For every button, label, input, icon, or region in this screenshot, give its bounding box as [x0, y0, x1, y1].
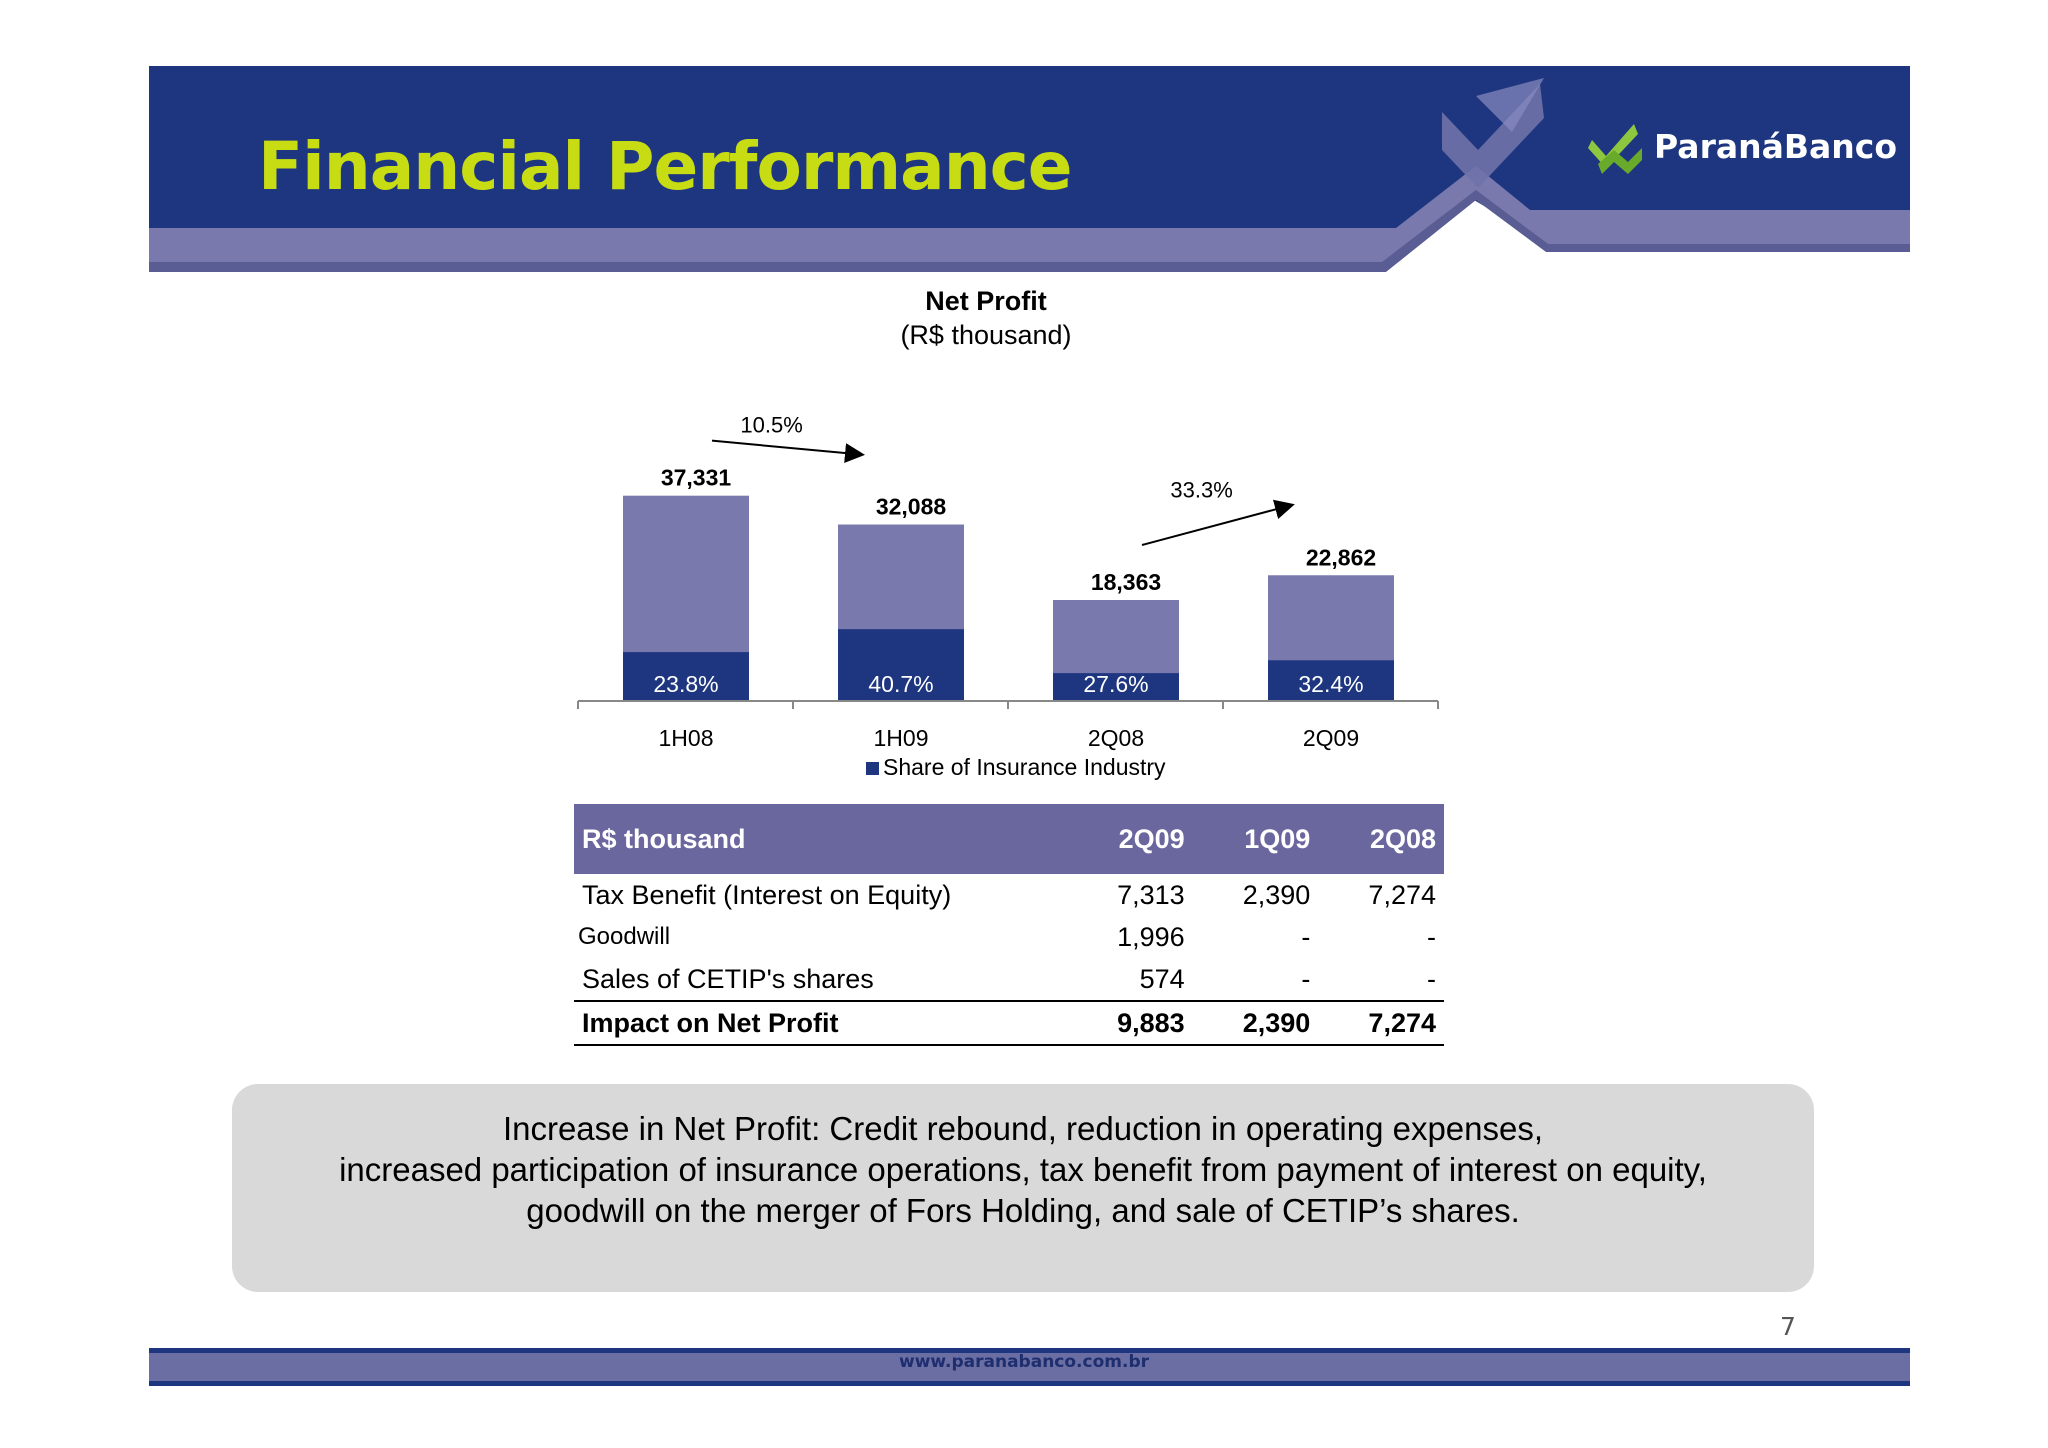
table-row: Goodwill 1,996 - - [574, 916, 1444, 958]
slide-header: Financial Performance ParanáBanco [0, 0, 2048, 290]
summary-line: increased participation of insurance ope… [339, 1151, 1707, 1188]
table-row: Sales of CETIP's shares 574 - - [574, 958, 1444, 1001]
table-cell: 7,313 [1117, 879, 1185, 910]
net-profit-chart: Net Profit (R$ thousand) 23.8% 37,331 1H08… [577, 284, 1439, 781]
table-cell: 2,390 [1242, 879, 1311, 910]
x-axis-tick-label: 1H08 [659, 725, 714, 751]
slide-title: Financial Performance [258, 128, 1073, 205]
insurance-share-label: 32.4% [1298, 671, 1363, 697]
table-row-label: Sales of CETIP's shares [582, 963, 874, 994]
net-profit-value-label: 32,088 [876, 494, 947, 520]
x-axis-tick-label: 2Q09 [1303, 725, 1359, 751]
growth-arrow [711, 439, 865, 463]
table-header-col: 2Q08 [1318, 804, 1444, 874]
table-cell: 1,996 [1117, 921, 1185, 952]
net-profit-value-label: 18,363 [1091, 569, 1161, 595]
insurance-share-bar [623, 652, 749, 701]
x-axis-tick-label: 2Q08 [1088, 725, 1144, 751]
table-cell: - [1301, 921, 1311, 952]
table-row-label: Goodwill [578, 923, 671, 950]
table-row: Tax Benefit (Interest on Equity) 7,313 2… [574, 874, 1444, 916]
table-total-cell: 2,390 [1192, 1000, 1319, 1046]
table-cell: - [1427, 963, 1436, 994]
brand-name: ParanáBanco [1654, 127, 1898, 166]
footer-bar [149, 1348, 1910, 1386]
summary-box: Increase in Net Profit: Credit rebound, … [232, 1084, 1814, 1292]
chart-subtitle: (R$ thousand) [900, 320, 1072, 350]
table-header-row: R$ thousand 2Q09 1Q09 2Q08 [574, 804, 1444, 874]
x-axis-tick-label: 1H09 [874, 725, 929, 751]
summary-line: Increase in Net Profit: Credit rebound, … [502, 1110, 1544, 1147]
chart-title: Net Profit [925, 286, 1047, 316]
chart-plot: 23.8% 37,331 1H08 40.7% 32,088 1H09 27.6% 18,36… [577, 413, 1439, 751]
table-total-label: Impact on Net Profit [574, 1000, 1058, 1046]
legend-swatch-icon [866, 762, 879, 775]
table-row-label: Tax Benefit (Interest on Equity) [582, 879, 952, 910]
insurance-share-label: 27.6% [1083, 671, 1148, 697]
insurance-share-bar [1053, 673, 1179, 701]
parana-banco-logo-icon [1588, 124, 1642, 174]
page-number: 7 [1780, 1312, 1796, 1341]
legend-label: Share of Insurance Industry [883, 754, 1166, 780]
net-profit-value-label: 37,331 [661, 465, 732, 491]
insurance-share-label: 23.8% [653, 671, 718, 697]
insurance-share-label: 40.7% [868, 671, 933, 697]
growth-annotation-label: 10.5% [740, 413, 802, 438]
chart-title-block: Net Profit (R$ thousand) [886, 284, 1086, 352]
growth-annotation-label: 33.3% [1170, 477, 1232, 502]
net-profit-impact-table: R$ thousand 2Q09 1Q09 2Q08 Tax Benefit (… [574, 804, 1444, 1046]
insurance-share-bar [1268, 660, 1394, 701]
footer-website: www.paranabanco.com.br [899, 1352, 1149, 1372]
insurance-share-bar [838, 629, 964, 701]
header-background [149, 66, 1910, 272]
table-total-cell: 9,883 [1057, 1000, 1193, 1046]
chart-legend: Share of Insurance Industry [866, 754, 1166, 781]
table-header-col: 1Q09 [1192, 804, 1319, 874]
growth-arrow [1141, 499, 1295, 546]
table-total-cell: 7,274 [1318, 1000, 1444, 1046]
summary-line: goodwill on the merger of Fors Holding, … [526, 1192, 1520, 1229]
table-cell: - [1427, 921, 1436, 952]
table-cell: 574 [1139, 963, 1185, 994]
table-total-row: Impact on Net Profit 9,883 2,390 7,274 [574, 1000, 1444, 1046]
table-cell: - [1301, 963, 1311, 994]
net-profit-value-label: 22,862 [1306, 544, 1376, 570]
table-cell: 7,274 [1368, 879, 1436, 910]
table-header-label: R$ thousand [574, 804, 1058, 874]
table-header-col: 2Q09 [1057, 804, 1193, 874]
